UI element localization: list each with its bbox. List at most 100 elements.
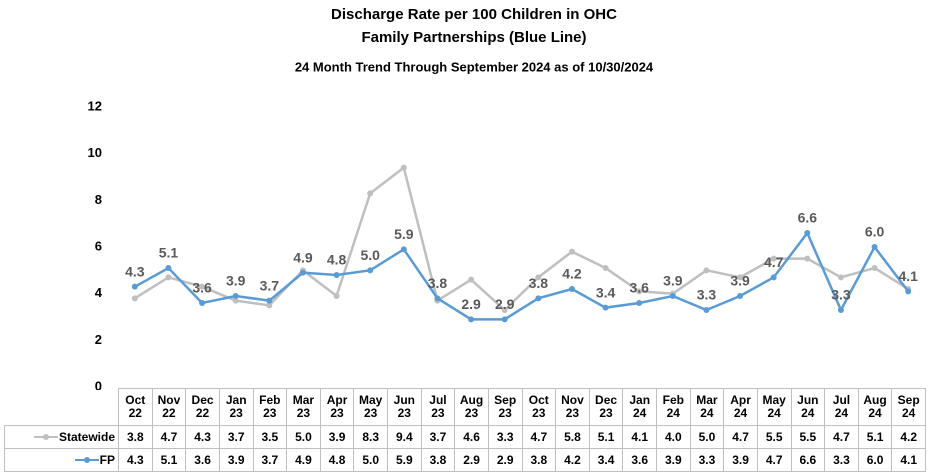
point bbox=[333, 293, 340, 299]
table-value: 6.6 bbox=[790, 448, 826, 472]
y-tick-label: 12 bbox=[88, 98, 102, 113]
data-label: 3.3 bbox=[697, 287, 717, 303]
point bbox=[737, 293, 744, 299]
x-tick-label: Oct 22 bbox=[118, 388, 153, 426]
point bbox=[232, 293, 239, 299]
data-table: Oct 22 Nov 22 Dec 22 Jan 23 Feb 23 Mar 23 Apr … bbox=[4, 388, 926, 472]
point bbox=[199, 283, 206, 290]
x-tick-label: Nov 23 bbox=[555, 388, 590, 426]
x-tick-label: Mar 23 bbox=[286, 388, 321, 426]
data-label: 3.4 bbox=[596, 284, 616, 300]
chart-caption: 24 Month Trend Through September 2024 as… bbox=[295, 59, 654, 74]
data-label: 3.8 bbox=[428, 275, 448, 291]
point bbox=[501, 316, 508, 323]
table-value: 2.9 bbox=[454, 448, 489, 472]
point bbox=[535, 274, 542, 281]
data-label: 4.2 bbox=[562, 266, 582, 282]
point bbox=[232, 297, 239, 304]
header-row: Oct 22 Nov 22 Dec 22 Jan 23 Feb 23 Mar 23 Apr … bbox=[5, 388, 926, 426]
point bbox=[737, 274, 744, 281]
x-tick-label: May 23 bbox=[353, 388, 388, 426]
table-value: 5.1 bbox=[857, 425, 893, 449]
table-value: 3.7 bbox=[218, 425, 254, 449]
point bbox=[400, 246, 407, 253]
table-value: 4.6 bbox=[454, 425, 489, 449]
table-value: 4.1 bbox=[891, 448, 926, 472]
legend-swatch bbox=[74, 457, 99, 464]
series-row: Statewide 3.8 4.7 4.3 3.7 3.5 5.0 3.9 8.3 9.4 3.7 4… bbox=[4, 425, 926, 449]
chart: Discharge Rate per 100 Children in OHC F… bbox=[88, 6, 919, 390]
x-tick-label: Mar 24 bbox=[689, 388, 725, 426]
table-value: 3.9 bbox=[723, 448, 758, 472]
x-tick-label: Jan 24 bbox=[622, 388, 657, 426]
table-value: 9.4 bbox=[387, 425, 422, 449]
point bbox=[905, 288, 912, 295]
data-label: 2.9 bbox=[461, 296, 481, 312]
table-value: 4.0 bbox=[656, 425, 691, 449]
legend-entry: FP bbox=[4, 448, 119, 472]
point bbox=[131, 283, 138, 290]
table-value: 4.1 bbox=[622, 425, 657, 449]
point bbox=[468, 276, 475, 283]
table-value: 4.7 bbox=[824, 425, 859, 449]
point bbox=[535, 295, 542, 302]
point bbox=[602, 304, 609, 311]
table-value: 3.8 bbox=[118, 425, 153, 449]
table-value: 4.7 bbox=[723, 425, 758, 449]
y-tick-label: 10 bbox=[88, 145, 102, 160]
table-value: 5.5 bbox=[790, 425, 826, 449]
table-value: 5.5 bbox=[756, 425, 792, 449]
table-value: 4.7 bbox=[151, 425, 187, 449]
x-tick-label: Oct 23 bbox=[521, 388, 557, 426]
table-value: 4.7 bbox=[756, 448, 792, 472]
x-tick-label: Jun 24 bbox=[790, 388, 826, 426]
table-value: 3.6 bbox=[185, 448, 220, 472]
data-label: 3.3 bbox=[831, 287, 851, 303]
y-tick-label: 2 bbox=[95, 332, 102, 347]
series-line bbox=[134, 165, 909, 312]
y-tick-label: 4 bbox=[95, 285, 103, 300]
table-value: 5.0 bbox=[286, 425, 321, 449]
legend-marker bbox=[83, 457, 90, 464]
table-value: 3.5 bbox=[252, 425, 288, 449]
data-label: 4.7 bbox=[764, 254, 784, 270]
x-tick-label: Feb 24 bbox=[656, 388, 691, 426]
data-label: 5.0 bbox=[360, 247, 380, 263]
point bbox=[299, 269, 306, 276]
table-value: 3.3 bbox=[487, 425, 523, 449]
x-tick-label: Jan 23 bbox=[218, 388, 254, 426]
data-label: 3.9 bbox=[226, 273, 246, 289]
data-label: 5.1 bbox=[159, 245, 179, 261]
table-value: 5.0 bbox=[689, 425, 725, 449]
point bbox=[367, 267, 374, 274]
legend-entry: Statewide bbox=[4, 425, 119, 449]
point bbox=[434, 295, 441, 302]
table-value: 8.3 bbox=[353, 425, 388, 449]
x-tick-label: May 24 bbox=[756, 388, 792, 426]
table-value: 2.9 bbox=[487, 448, 523, 472]
table-value: 5.1 bbox=[151, 448, 187, 472]
x-tick-label: Nov 22 bbox=[151, 388, 187, 426]
corner bbox=[5, 389, 119, 426]
x-tick-label: Aug 23 bbox=[454, 388, 489, 426]
point bbox=[804, 230, 811, 236]
table-value: 3.8 bbox=[420, 448, 456, 472]
legend-label: Statewide bbox=[58, 429, 115, 444]
table-value: 3.6 bbox=[622, 448, 657, 472]
data-label: 3.7 bbox=[260, 277, 280, 293]
table-value: 4.8 bbox=[319, 448, 355, 472]
x-tick-label: Feb 23 bbox=[252, 388, 288, 426]
table-value: 3.7 bbox=[252, 448, 288, 472]
point bbox=[501, 307, 508, 313]
x-tick-label: Apr 24 bbox=[723, 388, 758, 426]
point bbox=[871, 265, 878, 271]
point bbox=[703, 267, 710, 274]
data-label: 3.6 bbox=[629, 280, 649, 296]
data-label: 2.9 bbox=[495, 296, 515, 312]
table-value: 3.4 bbox=[588, 448, 624, 472]
table-value: 4.7 bbox=[521, 425, 557, 449]
table-value: 3.3 bbox=[824, 448, 859, 472]
point bbox=[199, 300, 206, 306]
table-value: 5.1 bbox=[588, 425, 624, 449]
